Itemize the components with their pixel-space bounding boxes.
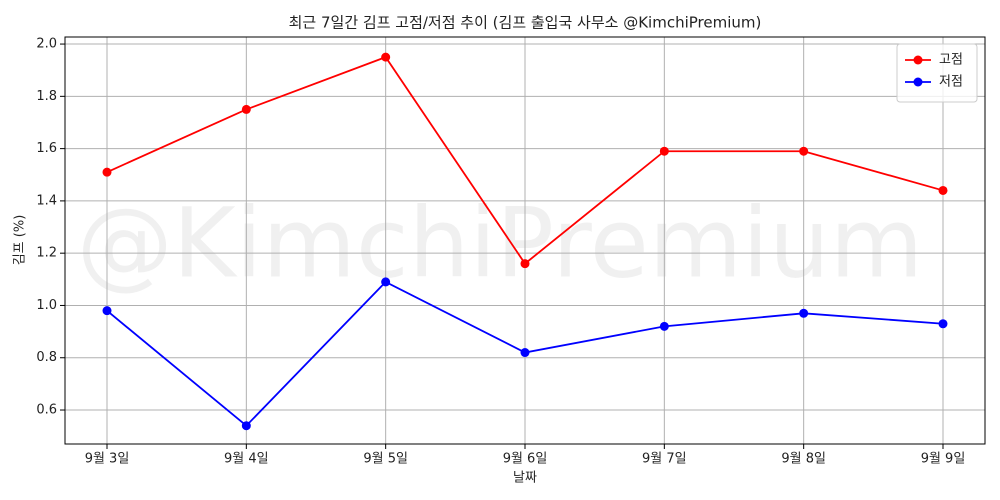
- data-point: [799, 308, 809, 318]
- x-tick-label: 9월 9일: [921, 452, 966, 467]
- x-tick-label: 9월 7일: [642, 452, 687, 467]
- data-point: [381, 52, 391, 62]
- y-tick-label: 1.4: [36, 193, 57, 208]
- y-tick-label: 1.8: [36, 89, 57, 104]
- x-tick-label: 9월 8일: [781, 452, 826, 467]
- chart-title: 최근 7일간 김프 고점/저점 추이 (김프 출입국 사무소 @KimchiPr…: [289, 14, 762, 32]
- data-point: [799, 146, 809, 156]
- data-point: [102, 306, 112, 316]
- data-point: [241, 104, 251, 114]
- y-tick-label: 0.6: [36, 403, 57, 418]
- data-point: [520, 259, 530, 269]
- y-tick-label: 2.0: [36, 37, 57, 52]
- data-point: [241, 421, 251, 431]
- data-point: [659, 146, 669, 156]
- y-tick-label: 1.2: [36, 246, 57, 261]
- x-tick-label: 9월 6일: [503, 452, 548, 467]
- y-tick-label: 1.0: [36, 298, 57, 313]
- y-axis-label: 김프 (%): [13, 215, 28, 266]
- legend-label: 저점: [939, 75, 963, 90]
- y-tick-label: 0.8: [36, 350, 57, 365]
- data-point: [938, 319, 948, 329]
- y-tick-label: 1.6: [36, 141, 57, 156]
- legend-marker: [913, 77, 923, 87]
- data-point: [520, 348, 530, 358]
- x-tick-label: 9월 3일: [85, 452, 130, 467]
- legend-marker: [913, 55, 923, 65]
- legend-label: 고점: [939, 53, 963, 68]
- legend-box: [896, 43, 978, 103]
- data-point: [381, 277, 391, 287]
- data-point: [938, 185, 948, 195]
- x-axis-label: 날짜: [513, 471, 537, 486]
- plot-frame: [64, 36, 986, 445]
- data-point: [102, 167, 112, 177]
- x-tick-label: 9월 4일: [224, 452, 269, 467]
- data-point: [659, 321, 669, 331]
- watermark: @KimchiPremium: [77, 187, 924, 299]
- x-tick-label: 9월 5일: [363, 452, 408, 467]
